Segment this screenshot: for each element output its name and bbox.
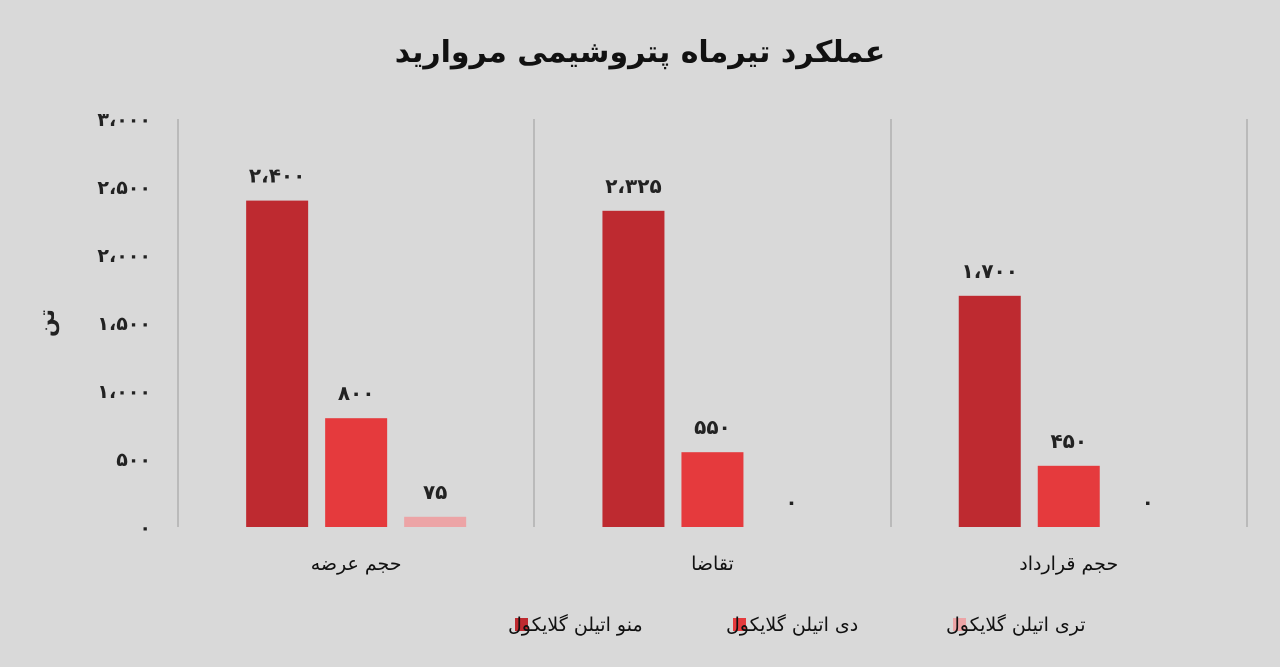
chart-title: عملکرد تیرماه پتروشیمی مروارید — [395, 35, 885, 70]
bar — [958, 295, 1021, 527]
data-label: ۱،۷۰۰ — [962, 259, 1018, 283]
y-tick-label: ۲،۵۰۰ — [97, 177, 151, 199]
legend-label: تری اتیلن گلایکول — [946, 613, 1086, 636]
data-label: ۰ — [785, 490, 797, 514]
data-label: ۷۵ — [423, 480, 447, 504]
bar — [1037, 465, 1100, 527]
bar — [325, 418, 388, 527]
data-label: ۲،۳۲۵ — [605, 174, 661, 198]
legend-label: منو اتیلن گلایکول — [508, 613, 643, 636]
data-label: ۰ — [1142, 490, 1154, 514]
y-axis-label: تن — [35, 309, 60, 337]
y-axis-ticks: ۰ ۵۰۰ ۱،۰۰۰ ۱،۵۰۰ ۲،۰۰۰ ۲،۵۰۰ ۳،۰۰۰ — [97, 109, 151, 539]
y-tick-label: ۲،۰۰۰ — [97, 245, 151, 267]
y-tick-label: ۱،۵۰۰ — [97, 313, 151, 335]
legend-swatch — [953, 618, 966, 631]
data-label: ۲،۴۰۰ — [249, 164, 305, 188]
bar — [404, 516, 467, 527]
bar — [246, 200, 309, 527]
data-label: ۴۵۰ — [1050, 429, 1087, 453]
legend-label: دی اتیلن گلایکول — [726, 613, 858, 636]
data-label: ۵۵۰ — [694, 415, 731, 439]
y-tick-label: ۵۰۰ — [116, 449, 151, 471]
category-label: حجم قرارداد — [1019, 553, 1118, 575]
data-labels: ۲،۴۰۰ ۸۰۰ ۷۵ ۲،۳۲۵ ۵۵۰ ۰ ۱،۷۰۰ ۴۵۰ ۰ — [249, 164, 1154, 514]
legend: منو اتیلن گلایکول دی اتیلن گلایکول تری اتی… — [508, 613, 1086, 636]
legend-swatch — [515, 618, 528, 631]
category-label: تقاضا — [691, 553, 734, 575]
y-tick-label: ۳،۰۰۰ — [97, 109, 151, 131]
bar — [681, 452, 744, 527]
y-tick-label: ۱،۰۰۰ — [97, 381, 151, 403]
data-label: ۸۰۰ — [338, 381, 375, 405]
legend-swatch — [733, 618, 746, 631]
category-dividers — [177, 119, 1248, 527]
bars — [246, 200, 1100, 528]
y-tick-label: ۰ — [139, 517, 151, 539]
bar — [602, 210, 665, 528]
category-labels: حجم عرضه تقاضا حجم قرارداد — [311, 553, 1118, 575]
category-label: حجم عرضه — [311, 553, 402, 575]
